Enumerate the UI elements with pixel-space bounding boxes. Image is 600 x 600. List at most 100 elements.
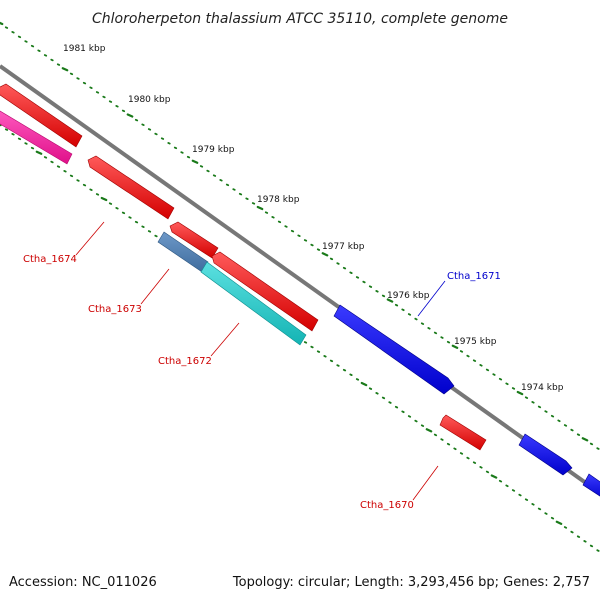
gene-arrow-red-a[interactable] [0,83,83,148]
minor-tick [492,373,496,376]
gene-arrow-pink[interactable] [0,108,73,165]
label-leaders [75,221,446,501]
minor-tick [121,109,126,113]
minor-tick [154,234,158,238]
minor-tick [199,165,204,168]
scale-label-1981: 1981 kbp [63,44,106,54]
minor-tick [303,239,308,242]
minor-tick [17,35,22,39]
gene-arrows [0,83,600,500]
minor-tick [472,461,477,464]
minor-tick [342,368,347,372]
scale-label-1979: 1979 kbp [192,145,235,155]
minor-tick [37,49,41,52]
minor-tick [505,382,509,386]
minor-tick [349,271,353,275]
leader-ctha-1674 [75,221,105,256]
minor-tick [69,174,74,178]
minor-tick [56,165,61,168]
minor-tick [141,123,145,126]
minor-tick [459,350,464,353]
minor-tick [375,290,379,293]
gene-arrow-red-c[interactable] [211,251,319,332]
major-tick [191,159,199,164]
minor-tick [342,266,347,270]
minor-tick [466,354,470,358]
gene-label-ctha-1670[interactable]: Ctha_1670 [360,500,414,511]
minor-tick [336,262,340,265]
gene-arrow-ctha-1672[interactable] [200,261,307,346]
minor-tick [43,156,48,159]
gene-arrow-red-b[interactable] [169,221,219,259]
gene-label-ctha-1671[interactable]: Ctha_1671 [447,271,501,282]
minor-tick [576,535,581,538]
gene-label-ctha-1674[interactable]: Ctha_1674 [23,254,77,265]
minor-tick [440,438,444,441]
minor-tick [154,132,158,136]
minor-tick [563,526,568,529]
minor-tick [375,392,379,395]
minor-tick [264,211,269,214]
minor-tick [329,359,334,363]
map-title: Chloroherpeton thalassium ATCC 35110, co… [92,11,508,27]
minor-tick [349,373,353,377]
minor-tick [570,428,574,432]
minor-tick [69,72,74,76]
minor-tick [414,419,418,423]
minor-tick [30,44,35,48]
gene-labels: Ctha_1674 Ctha_1673 Ctha_1672 Ctha_1671 … [23,254,501,511]
gene-label-ctha-1673[interactable]: Ctha_1673 [88,304,142,315]
minor-tick [550,516,555,520]
tick-row-outer [0,21,600,450]
minor-tick [50,58,54,62]
gene-label-ctha-1672[interactable]: Ctha_1672 [158,356,212,367]
minor-tick [596,447,600,450]
scale-label-1976: 1976 kbp [387,291,430,301]
scale-label-1977: 1977 kbp [322,242,365,252]
minor-tick [232,188,236,191]
minor-tick [381,294,386,298]
minor-tick [414,317,418,321]
minor-tick [147,230,152,233]
minor-tick [427,327,431,330]
minor-tick [303,341,308,344]
minor-tick [95,91,100,94]
gene-arrow-blue-c[interactable] [582,473,600,500]
minor-tick [388,401,392,404]
minor-tick [4,128,9,131]
major-tick [61,67,69,72]
gene-arrow-blue-b[interactable] [518,433,573,476]
minor-tick [134,118,139,122]
minor-tick [141,225,145,228]
accession-text: Accession: NC_011026 [9,575,157,590]
minor-tick [401,308,405,312]
minor-tick [511,489,516,492]
scale-labels: 1981 kbp 1980 kbp 1979 kbp 1978 kbp 1977… [63,44,564,393]
genome-backbone [0,64,600,495]
minor-tick [271,216,275,219]
major-tick [126,113,134,118]
minor-tick [89,188,93,191]
gene-arrow-ctha-1674[interactable] [87,155,175,220]
minor-tick [4,26,9,29]
major-tick [490,474,498,479]
major-tick [516,390,524,396]
gene-arrow-ctha-1671[interactable] [333,304,455,395]
minor-tick [238,192,243,196]
minor-tick [459,452,464,455]
minor-tick [134,220,139,224]
minor-tick [518,493,522,497]
minor-tick [128,216,132,219]
minor-tick [576,433,581,436]
minor-tick [310,243,314,247]
minor-tick [557,419,561,423]
minor-tick [407,415,412,418]
gene-arrow-ctha-1670[interactable] [439,414,487,451]
minor-tick [537,507,542,511]
minor-tick [11,133,15,136]
minor-tick [277,220,282,224]
minor-tick [186,155,191,159]
major-tick [100,196,108,202]
minor-tick [316,248,321,251]
minor-tick [498,377,503,381]
